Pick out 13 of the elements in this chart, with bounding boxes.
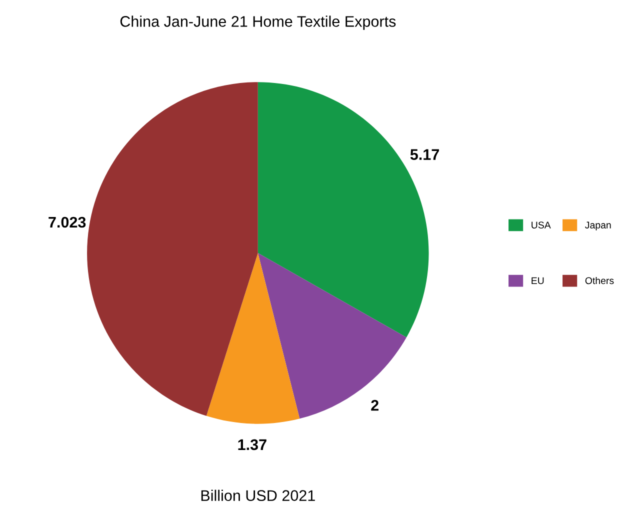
data-label: 7.023	[48, 216, 86, 228]
pie-slice	[87, 82, 258, 416]
data-label: 2	[371, 400, 378, 411]
data-label: 1.37	[238, 439, 266, 450]
legend-label: EU	[532, 277, 544, 284]
chart-title: China Jan-June 21 Home Textile Exports	[120, 16, 396, 30]
text: Billion USD 2021	[201, 490, 315, 501]
legend-label: Others	[585, 276, 614, 284]
pie-slice	[206, 253, 300, 424]
legend-label: USA	[532, 222, 551, 228]
pie-slice	[258, 253, 406, 419]
legend-label: Japan	[585, 222, 611, 230]
data-label: 5.17	[410, 149, 439, 160]
